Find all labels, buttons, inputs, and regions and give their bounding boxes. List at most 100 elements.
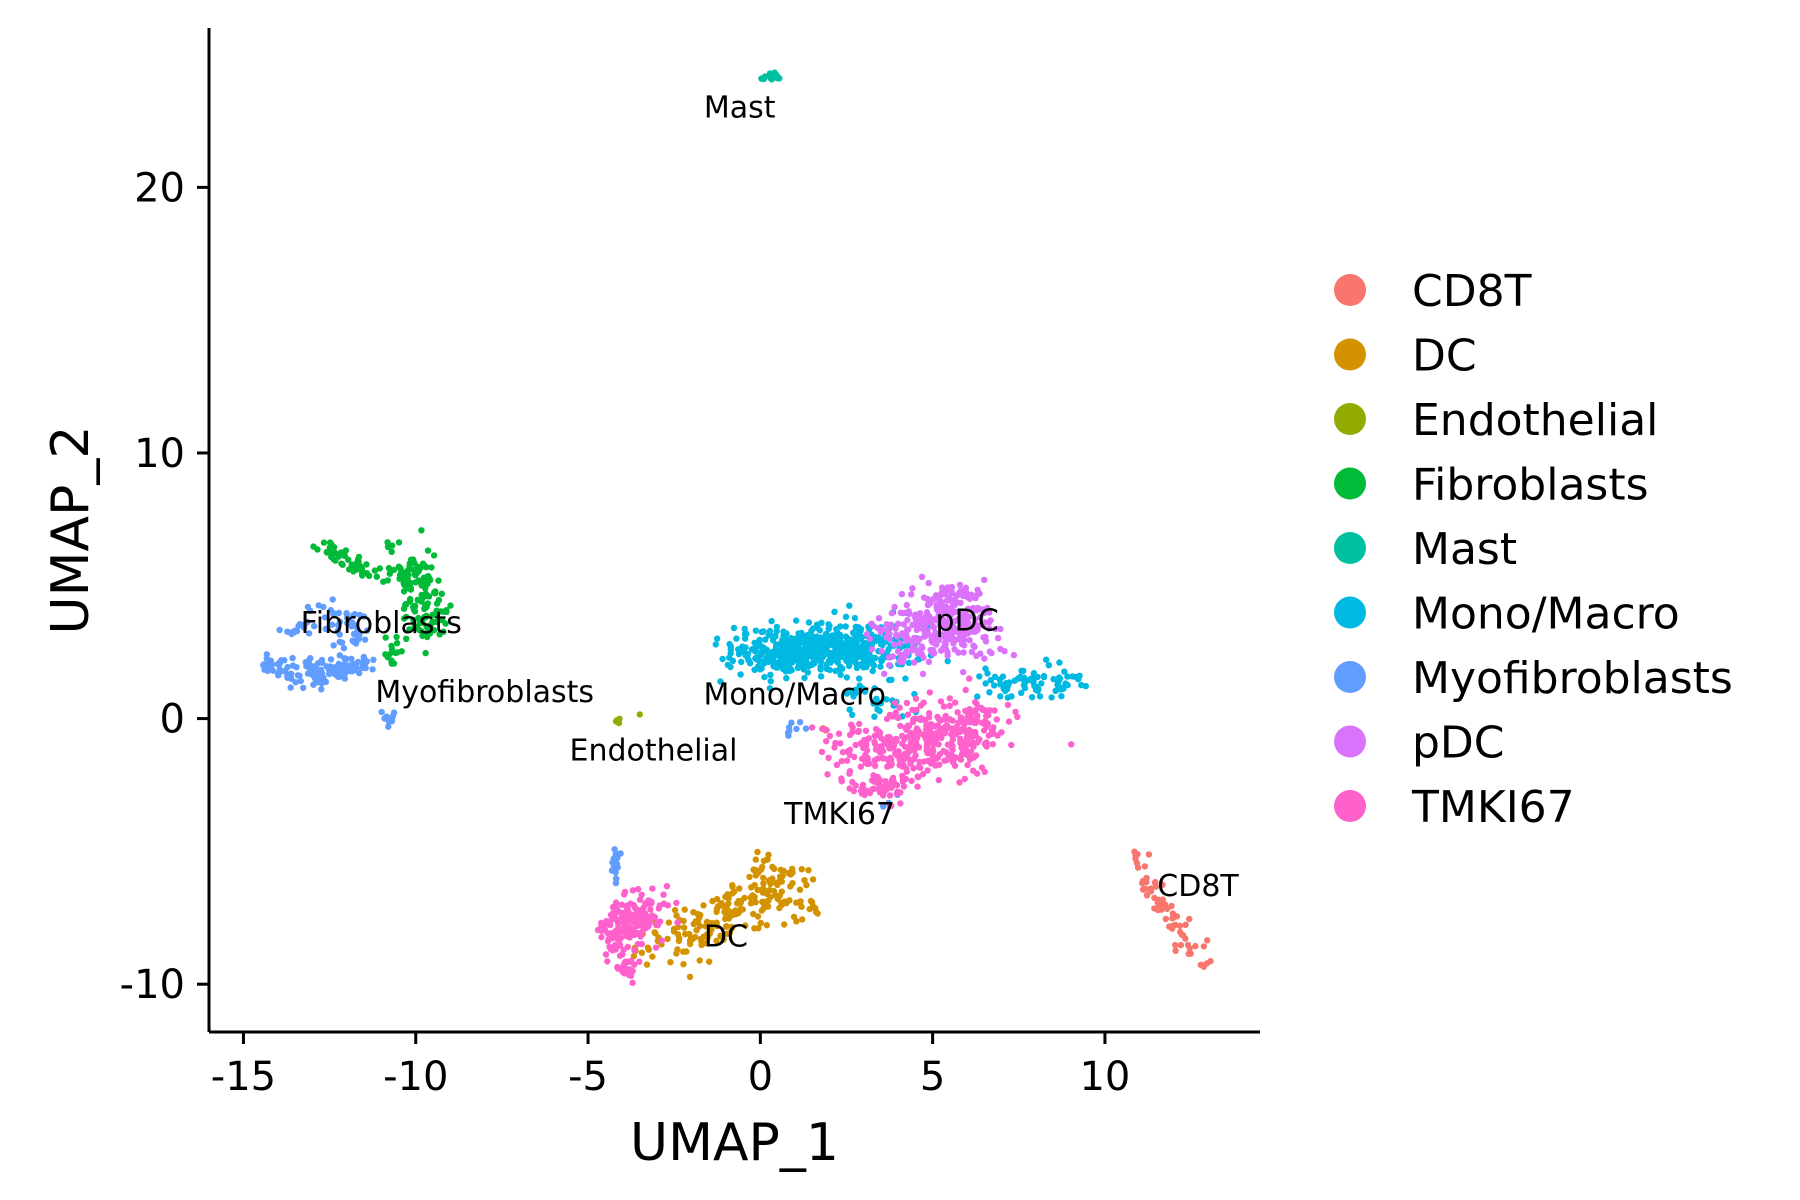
data-point xyxy=(1139,880,1146,887)
data-point xyxy=(723,930,730,938)
data-point xyxy=(634,886,642,893)
data-point xyxy=(759,889,767,896)
data-point xyxy=(947,627,955,634)
data-point xyxy=(836,635,844,643)
data-point xyxy=(348,655,355,662)
data-point xyxy=(411,604,418,611)
data-point xyxy=(300,684,307,692)
data-point xyxy=(935,612,942,619)
data-point xyxy=(795,630,802,637)
data-point xyxy=(969,729,976,736)
data-point xyxy=(765,851,772,858)
data-point xyxy=(741,635,749,642)
data-point xyxy=(907,760,914,767)
data-point xyxy=(798,903,805,910)
data-point xyxy=(295,622,302,629)
data-point xyxy=(1062,680,1069,687)
data-point xyxy=(892,709,899,716)
data-point xyxy=(637,907,644,914)
data-point xyxy=(965,619,972,626)
data-point xyxy=(925,714,933,721)
data-point xyxy=(330,642,337,649)
data-point xyxy=(951,762,959,769)
data-point xyxy=(729,883,736,890)
data-point xyxy=(388,718,396,725)
data-point xyxy=(858,785,866,792)
data-point xyxy=(920,594,928,601)
data-point xyxy=(804,669,812,676)
data-point xyxy=(839,647,846,654)
data-point xyxy=(965,752,973,759)
data-point xyxy=(422,575,429,583)
data-point xyxy=(621,959,628,967)
data-point xyxy=(614,965,622,972)
data-point xyxy=(852,741,859,749)
data-point xyxy=(809,876,817,883)
data-point xyxy=(622,909,629,916)
data-point xyxy=(833,761,841,769)
data-point xyxy=(902,675,909,682)
data-point xyxy=(846,706,853,713)
data-point xyxy=(1010,651,1018,659)
data-point xyxy=(1031,673,1039,680)
data-point xyxy=(947,597,954,604)
data-point xyxy=(929,730,937,738)
data-point xyxy=(900,783,908,790)
data-point xyxy=(658,937,665,944)
data-point xyxy=(912,736,919,743)
data-point xyxy=(757,919,764,927)
data-point xyxy=(1061,668,1068,675)
data-point xyxy=(348,561,355,568)
data-point xyxy=(885,736,892,743)
data-point xyxy=(915,656,922,663)
data-point xyxy=(918,624,925,632)
data-point xyxy=(382,634,389,641)
data-point xyxy=(712,641,719,648)
data-point xyxy=(962,686,969,694)
data-point xyxy=(310,663,318,670)
x-tick-label: -5 xyxy=(568,1054,608,1100)
data-point xyxy=(744,651,751,658)
axes xyxy=(207,28,1260,1034)
data-point xyxy=(910,765,917,772)
data-point xyxy=(812,908,820,916)
legend-label: Fibroblasts xyxy=(1412,460,1649,511)
data-point xyxy=(972,752,980,759)
data-point xyxy=(728,925,735,932)
data-point xyxy=(363,561,370,568)
data-point xyxy=(817,673,825,680)
data-point xyxy=(863,631,871,638)
data-point xyxy=(780,867,787,874)
data-point xyxy=(814,624,821,632)
data-point xyxy=(667,959,674,966)
data-point xyxy=(935,633,942,640)
data-point xyxy=(930,623,937,631)
data-point xyxy=(629,887,637,894)
data-point xyxy=(407,579,414,587)
data-point xyxy=(930,650,937,657)
data-point xyxy=(909,585,916,592)
data-point xyxy=(886,802,893,809)
data-point xyxy=(830,642,837,649)
data-point xyxy=(986,707,993,714)
data-point xyxy=(948,731,955,738)
data-point xyxy=(749,892,756,899)
data-point xyxy=(933,755,940,762)
data-point xyxy=(1028,694,1036,701)
data-point xyxy=(907,739,915,746)
data-point xyxy=(937,698,945,705)
data-point xyxy=(752,627,760,634)
data-point xyxy=(846,602,853,609)
legend-label: Myofibroblasts xyxy=(1412,653,1733,704)
data-point xyxy=(644,944,652,951)
data-point xyxy=(781,921,788,928)
data-point xyxy=(788,719,795,726)
legend-item: Mast xyxy=(1334,524,1517,575)
data-point xyxy=(1055,678,1062,685)
data-point xyxy=(1168,902,1175,910)
data-point xyxy=(278,667,285,675)
data-point xyxy=(874,755,881,762)
data-point xyxy=(892,625,899,632)
data-point xyxy=(406,626,413,633)
data-point xyxy=(794,664,802,672)
